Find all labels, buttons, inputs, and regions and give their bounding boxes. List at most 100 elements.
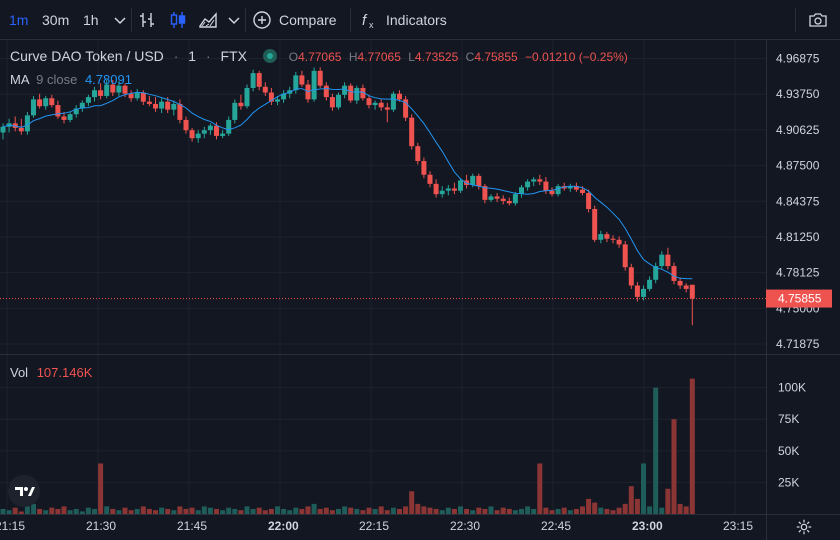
top-toolbar: 1m 30m 1h Compare f x Indicators [0,0,840,40]
market-status-icon [262,49,277,63]
volume-legend[interactable]: Vol 107.146K [10,365,92,380]
volume-bar [183,508,189,514]
candles [0,67,695,326]
tradingview-logo[interactable] [8,475,40,507]
volume-bar [201,506,207,514]
function-icon: f x [362,12,374,30]
volume-bar [634,498,640,514]
compare-label: Compare [279,12,337,28]
volume-bar [610,510,616,514]
volume-bar [165,508,171,514]
volume-bar [488,506,494,514]
volume-bar [18,511,24,514]
candle-body [689,284,695,299]
candle-body [122,85,128,94]
area-chart-icon[interactable] [198,10,218,30]
compare-button[interactable]: Compare [252,0,344,40]
candle-body [201,130,207,134]
chevron-down-icon[interactable] [110,10,130,30]
candle-body [67,114,73,120]
volume-bar [49,507,55,514]
volume-bar [415,503,421,514]
symbol-name[interactable]: Curve DAO Token / USD [10,48,164,64]
candle-body [207,125,213,131]
price-tick-label: 4.78125 [776,266,820,280]
candle-body [348,85,354,101]
candle-body [226,119,232,134]
interval-30m-button[interactable]: 30m [42,12,70,28]
volume-bar [24,506,30,514]
candle-body [628,267,634,286]
candle-body [512,194,518,204]
volume-bar [98,463,104,514]
gear-icon[interactable] [795,518,813,536]
ohlc-open-value: 4.77065 [298,50,342,64]
ohlc-close-value: 4.75855 [474,50,518,64]
candle-body [299,75,305,85]
ohlc-low-value: 4.73525 [414,50,459,64]
time-tick-label: 21:45 [177,519,207,533]
candle-body [494,196,500,199]
candle-body [665,254,671,267]
volume-bar [366,507,372,514]
candle-body [409,117,415,147]
volume-bar [275,506,280,514]
bar-chart-icon[interactable] [137,10,157,30]
chart-area[interactable]: 4.96875 4.93750 4.90625 4.87500 4.84375 4.812… [0,40,840,540]
price-tick-label: 4.96875 [776,52,820,66]
price-chart[interactable]: 4.96875 4.93750 4.90625 4.87500 4.84375 4.812… [0,40,840,540]
time-tick-label: 21:15 [0,519,25,533]
toolbar-divider [795,8,796,32]
candle-body [336,94,341,108]
candle-body [482,186,488,200]
volume-bar [73,508,79,514]
volume-bar [37,508,43,514]
candle-body [537,179,543,182]
volume-bar [348,507,354,514]
volume-bar [628,486,634,514]
volume-bar [153,510,158,514]
volume-tick-label: 75K [778,412,799,426]
candle-body [220,133,226,136]
volume-bar [329,510,335,514]
interval-1m-button[interactable]: 1m [9,12,29,28]
candlestick-icon[interactable] [168,10,188,30]
volume-bar [250,508,256,514]
candle-body [458,180,463,191]
chevron-down-icon[interactable] [224,10,244,30]
volume-bar [159,507,165,514]
candle-body [580,189,585,194]
volume-bar [256,507,262,514]
volume-bar [85,507,91,514]
volume-bar [299,508,305,514]
ohlc-close-label: C [465,50,475,64]
volume-bar [659,507,665,514]
volume-bar [494,510,500,514]
toolbar-divider [131,8,132,32]
candle-body [586,193,592,209]
candle-body [372,102,378,106]
volume-bar [67,510,73,514]
volume-bar [445,507,451,514]
candle-body [384,107,390,110]
interval-1h-button[interactable]: 1h [83,12,99,28]
last-price-label: 4.75855 [778,292,822,306]
candle-body [451,188,457,191]
volume-bar [207,507,213,514]
candle-body [55,105,61,117]
indicators-button[interactable]: f x Indicators [360,0,460,40]
volume-bar [342,506,348,514]
volume-bar [226,507,232,514]
volume-bar [214,508,219,514]
volume-bar [146,508,152,514]
volume-bar [464,508,470,514]
volume-bar [458,506,463,514]
volume-bar [268,508,274,514]
ma-legend[interactable]: MA 9 close 4.78091 [10,72,132,87]
candle-body [592,208,598,240]
candle-body [433,183,439,195]
camera-icon[interactable] [808,10,828,30]
candle-body [470,175,476,186]
candle-body [415,146,421,162]
volume-bar [354,508,360,514]
